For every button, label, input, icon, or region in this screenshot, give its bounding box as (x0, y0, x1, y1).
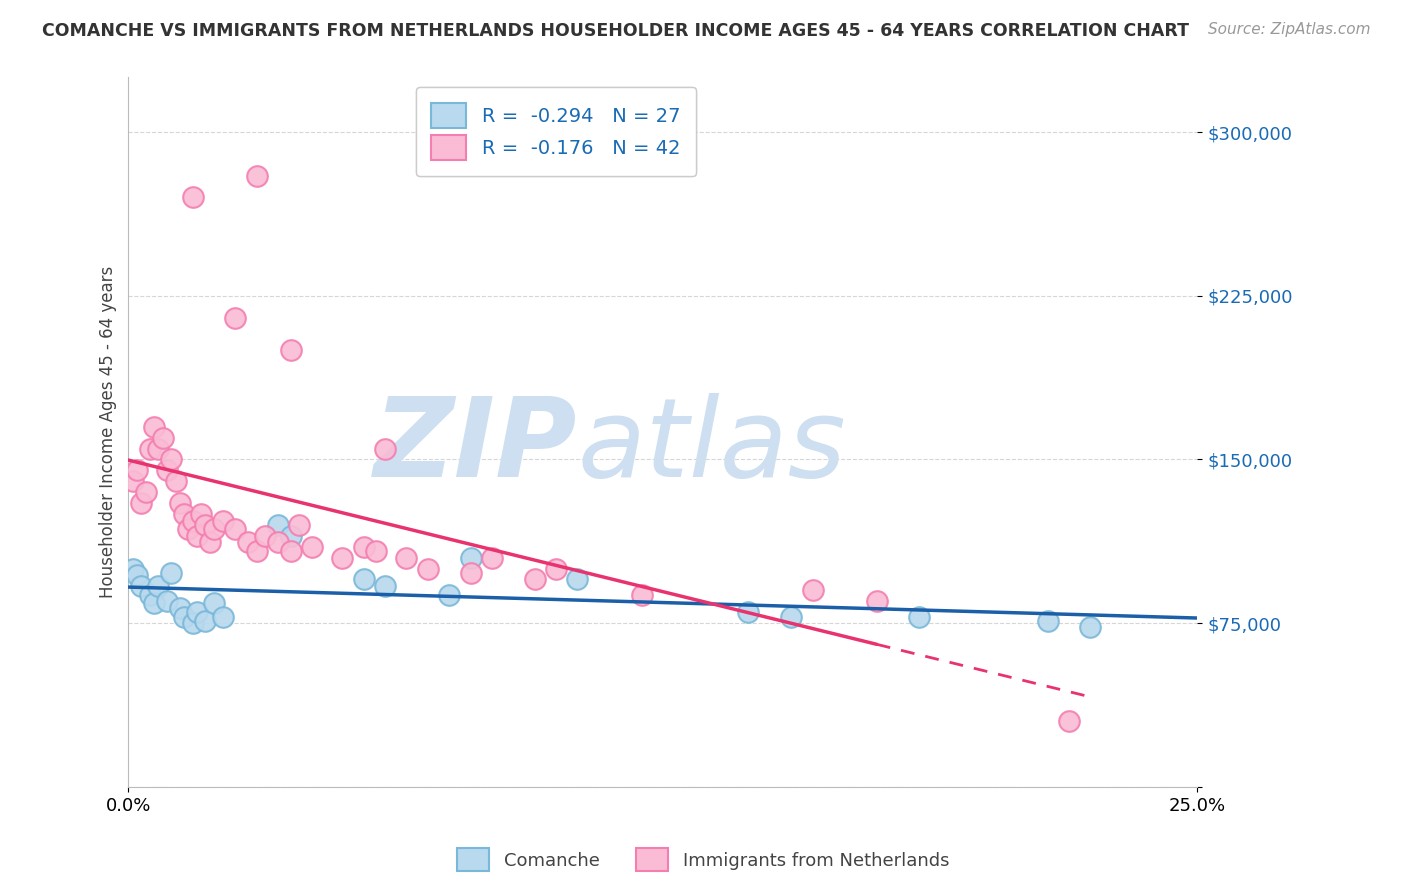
Legend: R =  -0.294   N = 27, R =  -0.176   N = 42: R = -0.294 N = 27, R = -0.176 N = 42 (416, 87, 696, 176)
Point (121, 475, 143, 489)
Point (1036, 614, 1059, 628)
Text: atlas: atlas (578, 392, 846, 500)
Point (198, 535, 221, 549)
Point (129, 496, 152, 510)
Y-axis label: Householder Income Ages 45 - 64 years: Householder Income Ages 45 - 64 years (100, 266, 117, 599)
Point (353, 540, 375, 554)
Point (173, 507, 195, 521)
Point (156, 594, 179, 608)
Point (121, 561, 143, 575)
Point (181, 190, 204, 204)
Text: Source: ZipAtlas.com: Source: ZipAtlas.com (1208, 22, 1371, 37)
Point (908, 609, 931, 624)
Point (481, 550, 503, 565)
Point (1080, 620, 1102, 634)
Point (416, 561, 439, 575)
Point (139, 442, 162, 456)
Point (125, 568, 148, 582)
Point (280, 343, 302, 358)
Point (194, 614, 217, 628)
Point (288, 517, 311, 532)
Point (194, 517, 217, 532)
Point (152, 431, 174, 445)
Point (374, 579, 396, 593)
Point (177, 522, 200, 536)
Point (165, 475, 187, 489)
Point (280, 544, 302, 558)
Point (202, 522, 225, 536)
Point (186, 605, 208, 619)
Point (460, 550, 482, 565)
Point (246, 169, 269, 183)
Point (395, 550, 418, 565)
Point (143, 597, 166, 611)
Point (160, 452, 183, 467)
Point (246, 544, 269, 558)
Point (567, 573, 589, 587)
Point (254, 529, 277, 543)
Point (181, 514, 204, 528)
Point (169, 496, 191, 510)
Point (148, 579, 170, 593)
Point (156, 463, 179, 477)
Point (366, 544, 388, 558)
Point (1057, 714, 1080, 729)
Point (630, 588, 652, 602)
Point (224, 310, 246, 325)
Point (267, 517, 290, 532)
Legend: Comanche, Immigrants from Netherlands: Comanche, Immigrants from Netherlands (450, 841, 956, 879)
Point (523, 573, 546, 587)
Point (173, 609, 195, 624)
Point (190, 507, 212, 521)
Point (202, 597, 225, 611)
Point (280, 529, 302, 543)
Point (544, 561, 567, 575)
Point (211, 609, 233, 624)
Point (139, 588, 162, 602)
Point (460, 566, 482, 580)
Point (737, 605, 759, 619)
Point (224, 522, 246, 536)
Point (129, 579, 152, 593)
Point (125, 463, 148, 477)
Point (169, 600, 191, 615)
Point (211, 514, 233, 528)
Text: COMANCHE VS IMMIGRANTS FROM NETHERLANDS HOUSEHOLDER INCOME AGES 45 - 64 YEARS CO: COMANCHE VS IMMIGRANTS FROM NETHERLANDS … (42, 22, 1189, 40)
Point (186, 529, 208, 543)
Point (301, 540, 323, 554)
Point (267, 535, 290, 549)
Point (330, 550, 353, 565)
Point (143, 419, 166, 434)
Point (353, 573, 375, 587)
Point (148, 442, 170, 456)
Point (866, 594, 889, 608)
Point (135, 485, 157, 500)
Point (160, 566, 183, 580)
Point (801, 583, 824, 598)
Point (238, 535, 260, 549)
Point (374, 442, 396, 456)
Text: ZIP: ZIP (374, 392, 578, 500)
Point (780, 609, 803, 624)
Point (181, 616, 204, 631)
Point (437, 588, 460, 602)
